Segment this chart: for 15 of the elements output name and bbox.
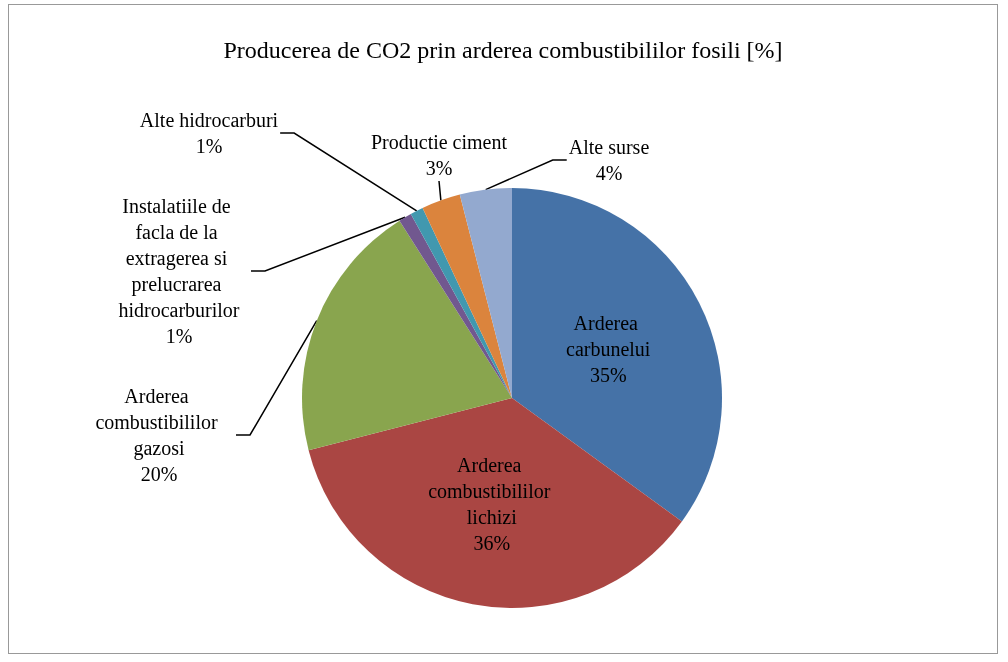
- slice-label: Alte hidrocarburi: [139, 109, 279, 131]
- data-label: 4%: [595, 162, 623, 184]
- slice-label: Arderea combustibililor lichizi: [428, 454, 556, 529]
- data-label: 1%: [165, 325, 193, 347]
- chart-title: Producerea de CO2 prin arderea combustibililor fosili [%]: [223, 37, 783, 63]
- slice-label: Arderea combustibililor gazosi: [95, 385, 223, 460]
- data-label: 20%: [140, 463, 178, 485]
- slice-label: Productie ciment: [370, 131, 508, 153]
- slice-label: Alte surse: [568, 136, 650, 158]
- data-label: 1%: [195, 135, 223, 157]
- data-label: 3%: [425, 157, 453, 179]
- data-label: 35%: [589, 363, 627, 386]
- slice-label: Arderea carbunelui: [566, 311, 651, 360]
- data-label: 36%: [473, 532, 511, 555]
- slice-label: Instalatiile de facla de la extragerea si prelucrarea hidrocarburilor: [118, 195, 240, 321]
